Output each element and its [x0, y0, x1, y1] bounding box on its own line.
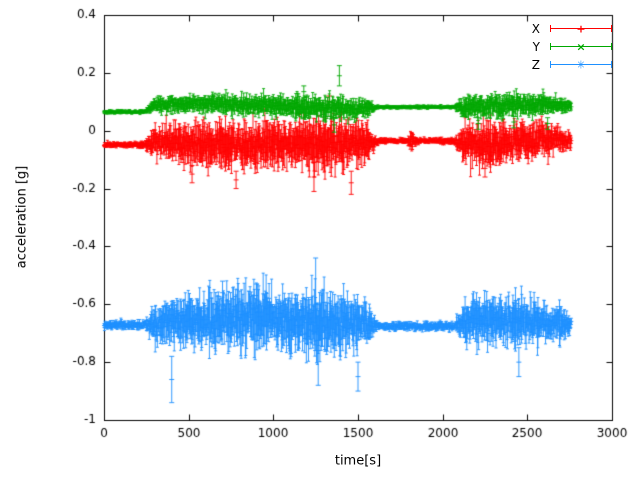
legend-errorbar-sample-x: + [550, 22, 612, 35]
legend-entry-y: Y × [532, 39, 612, 54]
x-axis-label: time[s] [334, 453, 382, 469]
errorbar-line-icon [550, 46, 612, 47]
errorbar-line-icon [550, 28, 612, 29]
errorbar-cap-icon [611, 25, 612, 32]
y-axis-label: acceleration [g] [14, 165, 30, 269]
errorbar-cap-icon [611, 43, 612, 50]
legend-errorbar-sample-y: × [550, 40, 612, 53]
legend-errorbar-sample-z: ✳ [550, 58, 612, 71]
legend-label-x: X [531, 21, 540, 36]
legend-label-z: Z [531, 57, 540, 72]
legend-entry-x: X + [531, 21, 612, 36]
asterisk-marker-icon: ✳ [576, 58, 586, 71]
legend-label-y: Y [532, 39, 540, 54]
errorbar-cap-icon [611, 61, 612, 68]
legend-entry-z: Z ✳ [531, 57, 612, 72]
legend: X + Y × Z ✳ [531, 21, 612, 72]
cross-marker-icon: × [576, 40, 586, 53]
errorbar-line-icon [550, 64, 612, 65]
plus-marker-icon: + [576, 22, 586, 35]
